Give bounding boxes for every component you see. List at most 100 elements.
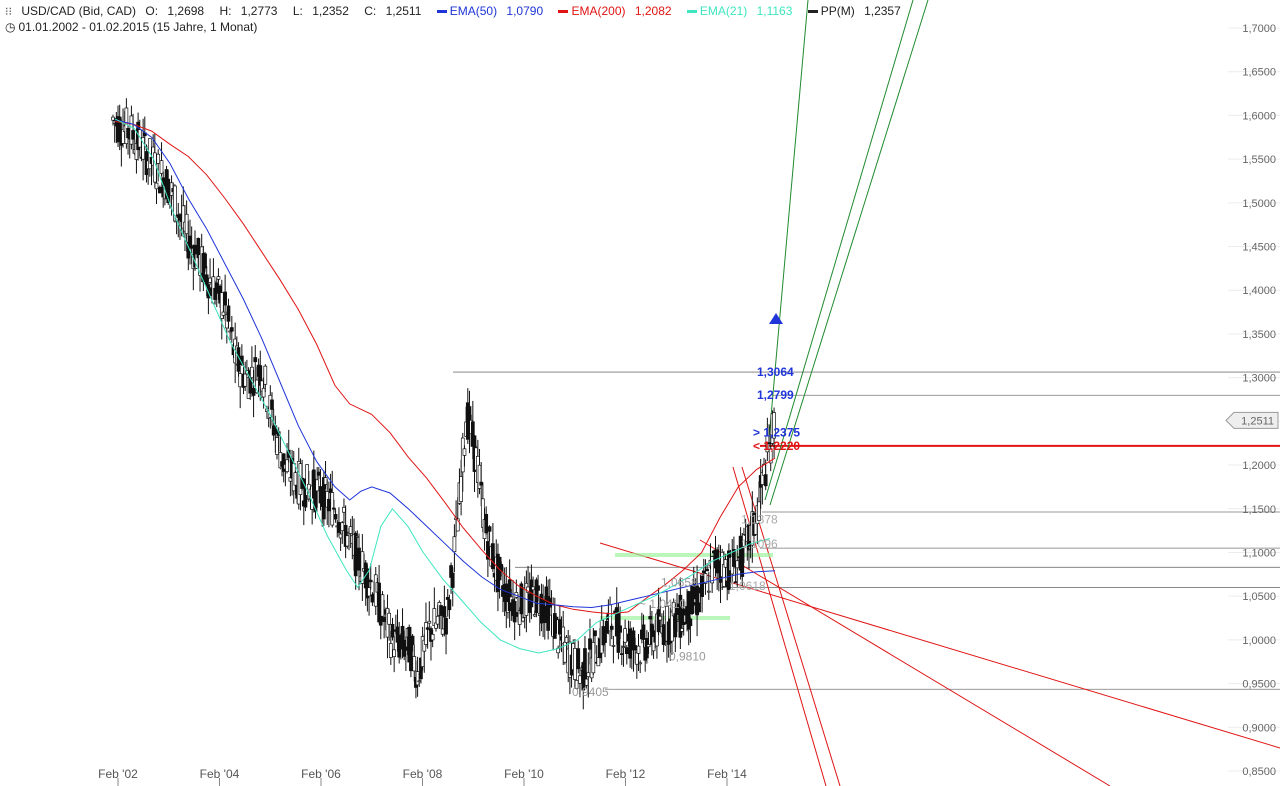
candle-body bbox=[507, 579, 512, 612]
candle-body bbox=[450, 572, 455, 588]
candle-body bbox=[152, 152, 157, 183]
candle-body bbox=[521, 617, 525, 622]
x-tick-label: Feb '04 bbox=[200, 767, 240, 781]
horizontal-levels bbox=[453, 371, 1280, 690]
candle-body bbox=[348, 526, 353, 534]
candle-body bbox=[353, 532, 358, 577]
candle-body bbox=[591, 642, 596, 674]
candle-body bbox=[357, 547, 361, 571]
legend-ema21[interactable]: EMA(21) 1,1163 bbox=[686, 4, 799, 18]
ohlc-open: O: 1,2698 bbox=[145, 4, 205, 18]
candle-body bbox=[323, 477, 328, 485]
candle-body bbox=[722, 564, 726, 587]
candle-body bbox=[673, 613, 678, 638]
x-tick-label: Feb '12 bbox=[606, 767, 646, 781]
candle-body bbox=[355, 535, 360, 538]
candle-body bbox=[732, 549, 736, 567]
candle-body bbox=[158, 186, 162, 194]
candle-body bbox=[415, 671, 420, 686]
candle-body bbox=[578, 675, 582, 684]
level-label: 1,3064 bbox=[757, 365, 794, 379]
candle-body bbox=[388, 643, 393, 658]
candle-body bbox=[226, 305, 231, 322]
candle-body bbox=[333, 513, 338, 520]
x-tick-label: Feb '06 bbox=[301, 767, 341, 781]
legend-pp[interactable]: PP(M) 1,2357 bbox=[807, 4, 907, 18]
candles bbox=[111, 98, 776, 710]
candle-body bbox=[757, 501, 761, 521]
candle-body bbox=[154, 182, 159, 190]
legend-ema50[interactable]: EMA(50) 1,0790 bbox=[436, 4, 549, 18]
level-label: 1,2799 bbox=[757, 388, 794, 402]
candle-body bbox=[648, 616, 653, 620]
x-tick-label: Feb '08 bbox=[403, 767, 443, 781]
candle-body bbox=[275, 437, 279, 455]
candle-body bbox=[609, 625, 614, 630]
candle-body bbox=[390, 623, 395, 638]
candle-body bbox=[611, 645, 616, 647]
y-tick-label: 1,5500 bbox=[1242, 154, 1276, 166]
ema50-line bbox=[114, 119, 776, 609]
y-tick-label: 1,0000 bbox=[1242, 635, 1276, 647]
candle-body bbox=[392, 649, 397, 658]
candle-body bbox=[328, 488, 333, 494]
candle-body bbox=[586, 672, 591, 677]
red-trend-line bbox=[699, 539, 1111, 786]
candle-body bbox=[557, 619, 562, 635]
candle-body bbox=[293, 472, 298, 486]
y-tick-label: 1,1000 bbox=[1242, 547, 1276, 559]
level-label: 1,0618 bbox=[729, 579, 766, 593]
chart-type-icon[interactable]: ⁝⁝ bbox=[5, 6, 12, 18]
y-tick-label: 0,9000 bbox=[1242, 722, 1276, 734]
candle-body bbox=[221, 311, 226, 316]
green-trend-line bbox=[767, 0, 809, 451]
candle-body bbox=[131, 130, 135, 140]
candle-body bbox=[404, 646, 408, 651]
legend-ema200[interactable]: EMA(200) 1,2082 bbox=[558, 4, 677, 18]
candle-body bbox=[204, 274, 209, 286]
candle-body bbox=[387, 612, 391, 625]
candle-body bbox=[439, 605, 443, 616]
y-tick-label: 1,7000 bbox=[1242, 23, 1276, 35]
candle-body bbox=[430, 634, 435, 641]
candle-body bbox=[484, 513, 489, 534]
red-trend-line bbox=[732, 466, 827, 786]
candle-body bbox=[238, 373, 243, 388]
candle-body bbox=[263, 365, 268, 385]
candle-body bbox=[633, 645, 638, 651]
candle-body bbox=[261, 387, 266, 398]
ema21-line bbox=[114, 118, 771, 654]
candle-body bbox=[380, 594, 385, 617]
candle-body bbox=[111, 116, 115, 121]
y-tick-label: 0,9500 bbox=[1242, 679, 1276, 691]
level-label: 0,9405 bbox=[572, 685, 609, 699]
candle-body bbox=[462, 448, 467, 456]
candle-body bbox=[251, 387, 256, 396]
candle-body bbox=[487, 526, 492, 532]
period-label: 01.01.2002 - 01.02.2015 (15 Jahre, 1 Mon… bbox=[18, 20, 258, 34]
y-tick-label: 1,5000 bbox=[1242, 198, 1276, 210]
candle-body bbox=[129, 115, 134, 145]
candle-body bbox=[317, 471, 321, 476]
green-trend-line bbox=[764, 0, 914, 501]
candle-body bbox=[338, 533, 343, 539]
clock-icon: ◷ bbox=[5, 20, 16, 34]
level-label: < 1,2220 bbox=[753, 439, 800, 453]
period-row: ◷ 01.01.2002 - 01.02.2015 (15 Jahre, 1 Mo… bbox=[5, 20, 263, 34]
candle-body bbox=[561, 626, 566, 645]
candle-body bbox=[583, 648, 587, 685]
candle-body bbox=[621, 646, 626, 648]
candle-body bbox=[208, 277, 212, 283]
ema200-line bbox=[114, 121, 776, 615]
candle-body bbox=[447, 599, 452, 611]
candle-body bbox=[700, 575, 704, 597]
candle-body bbox=[410, 635, 415, 645]
level-label: 1,1378 bbox=[741, 512, 778, 526]
candle-body bbox=[645, 637, 649, 659]
candle-body bbox=[156, 153, 161, 164]
support-zone bbox=[615, 553, 773, 557]
current-price-tag bbox=[1225, 411, 1279, 429]
candle-body bbox=[706, 590, 711, 593]
y-tick-label: 1,0500 bbox=[1242, 591, 1276, 603]
